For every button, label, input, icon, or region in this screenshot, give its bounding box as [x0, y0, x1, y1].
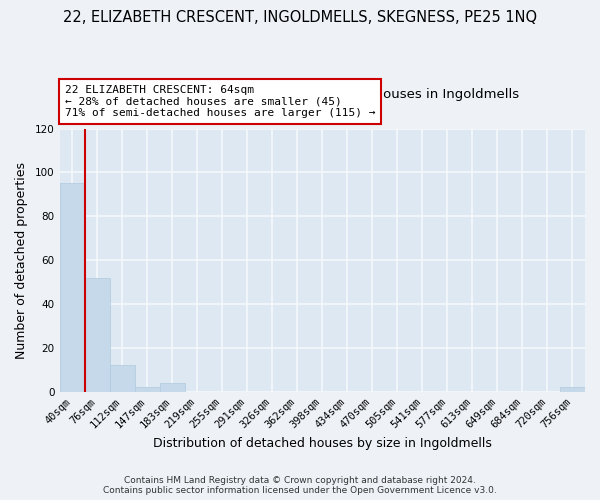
X-axis label: Distribution of detached houses by size in Ingoldmells: Distribution of detached houses by size …	[153, 437, 492, 450]
Text: Contains HM Land Registry data © Crown copyright and database right 2024.
Contai: Contains HM Land Registry data © Crown c…	[103, 476, 497, 495]
Bar	[85, 278, 110, 392]
Bar	[59, 184, 85, 392]
Bar	[160, 383, 185, 392]
Bar	[110, 366, 134, 392]
Title: Size of property relative to detached houses in Ingoldmells: Size of property relative to detached ho…	[125, 88, 520, 101]
Bar	[134, 387, 160, 392]
Text: 22, ELIZABETH CRESCENT, INGOLDMELLS, SKEGNESS, PE25 1NQ: 22, ELIZABETH CRESCENT, INGOLDMELLS, SKE…	[63, 10, 537, 25]
Y-axis label: Number of detached properties: Number of detached properties	[15, 162, 28, 358]
Bar	[560, 387, 585, 392]
Text: 22 ELIZABETH CRESCENT: 64sqm
← 28% of detached houses are smaller (45)
71% of se: 22 ELIZABETH CRESCENT: 64sqm ← 28% of de…	[65, 85, 376, 118]
